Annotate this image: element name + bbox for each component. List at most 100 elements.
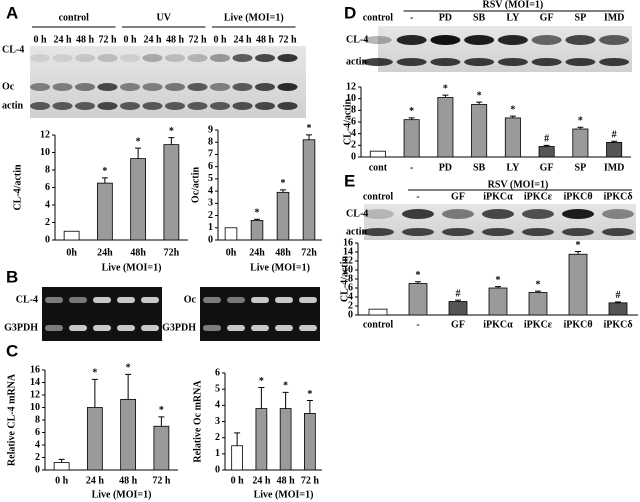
x-tick-label: iPKCε	[524, 319, 553, 330]
treatment-label: RSV (MOI=1)	[482, 0, 543, 10]
bar	[130, 158, 147, 241]
bar	[368, 308, 388, 316]
panel-letter: E	[344, 171, 355, 190]
y-tick-label: 1	[215, 448, 220, 459]
y-tick-label: 14	[30, 377, 40, 388]
group-label: Live (MOI=1)	[224, 12, 284, 23]
lane-label: iPKCδ	[603, 191, 632, 202]
y-tick-label: 12	[30, 389, 40, 400]
x-tick-label: cont	[369, 162, 388, 173]
x-tick-label: LY	[506, 162, 520, 173]
x-tick-label: iPKCα	[483, 319, 513, 330]
lane-label: PD	[439, 12, 452, 23]
y-tick-label: 8	[348, 273, 353, 284]
error-bar	[408, 117, 415, 120]
lane-label: 48 h	[166, 34, 185, 45]
band	[52, 54, 73, 62]
y-tick-label: 8	[45, 164, 50, 175]
bar	[572, 128, 589, 158]
panel-letter: A	[6, 3, 18, 22]
error-bar	[543, 144, 550, 147]
lane-label: control	[363, 12, 394, 23]
band	[442, 228, 474, 236]
y-axis-label: CL-4/actin	[342, 99, 353, 146]
y-tick-label: 7	[208, 149, 213, 160]
significance-marker: *	[136, 136, 141, 147]
lane-label: control	[363, 191, 394, 202]
band	[187, 83, 208, 91]
lane-label: SP	[575, 12, 587, 23]
bar	[488, 287, 508, 316]
y-tick-label: 6	[351, 116, 356, 127]
band	[75, 83, 95, 91]
x-tick-label: -	[416, 319, 419, 330]
y-tick-label: 12	[343, 255, 353, 266]
band	[362, 228, 394, 236]
error-bar	[509, 115, 516, 118]
error-bar	[306, 399, 313, 414]
band	[52, 83, 73, 91]
error-bar	[577, 126, 584, 129]
x-tick-label: 0h	[226, 247, 237, 258]
significance-marker: *	[510, 104, 515, 115]
lane-label: 0 h	[33, 34, 47, 45]
band	[277, 102, 298, 110]
y-tick-label: 4	[35, 439, 40, 450]
lane-label: 72 h	[188, 34, 207, 45]
y-tick-label: 2	[208, 210, 213, 221]
bar	[369, 150, 386, 158]
x-tick-label: SB	[473, 162, 486, 173]
gel-band	[275, 325, 293, 331]
band	[142, 102, 163, 110]
y-tick-label: 5	[215, 383, 220, 394]
band	[232, 102, 253, 110]
gel-band	[251, 325, 269, 331]
row-label: actin	[346, 56, 368, 67]
bar	[504, 117, 521, 158]
x-tick-label: GF	[540, 162, 554, 173]
band	[277, 83, 298, 91]
gel-band	[45, 297, 63, 303]
band	[97, 102, 118, 110]
bar	[528, 292, 548, 316]
significance-marker: *	[307, 123, 312, 134]
x-tick-label: 72h	[164, 247, 180, 258]
y-tick-label: 3	[208, 198, 213, 209]
y-tick-label: 10	[30, 402, 40, 413]
bar	[224, 227, 238, 241]
lane-label: 24 h	[233, 34, 252, 45]
band	[497, 35, 528, 45]
significance-marker: *	[102, 166, 107, 177]
band	[187, 54, 208, 62]
significance-marker: *	[259, 376, 264, 387]
y-tick-label: 16	[30, 364, 40, 375]
error-bar	[234, 432, 241, 446]
error-bar	[442, 94, 449, 98]
y-tick-label: 0	[351, 151, 356, 162]
band	[562, 209, 594, 219]
band	[396, 35, 427, 45]
band	[464, 35, 495, 45]
band	[522, 209, 554, 219]
row-label: CL-4	[346, 208, 368, 219]
x-tick-label: 24 h	[86, 475, 105, 486]
band	[52, 102, 73, 110]
error-bar	[476, 101, 483, 105]
y-tick-label: 6	[45, 182, 50, 193]
y-tick-label: 14	[343, 246, 353, 257]
band	[120, 83, 140, 91]
gel-band	[69, 325, 87, 331]
significance-marker: *	[496, 275, 501, 286]
x-tick-label: 24h	[249, 247, 265, 258]
significance-marker: *	[576, 240, 581, 251]
bar	[538, 146, 555, 158]
error-bar	[535, 290, 541, 293]
band	[210, 54, 230, 62]
bar	[231, 445, 243, 471]
gel-band	[203, 325, 221, 331]
band	[442, 209, 474, 219]
gel-band	[299, 325, 317, 331]
x-tick-label: 48h	[130, 247, 146, 258]
band	[97, 83, 118, 91]
band	[255, 54, 275, 62]
